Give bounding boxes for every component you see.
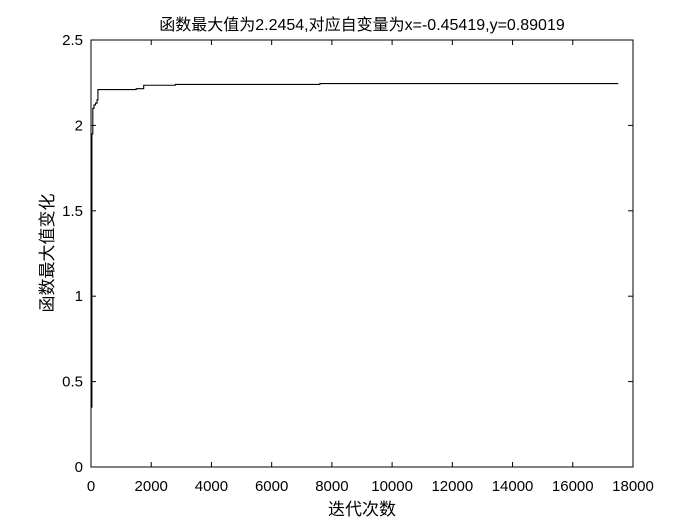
x-tick-label: 8000 xyxy=(315,478,348,495)
y-tick-label: 0.5 xyxy=(62,374,83,391)
x-tick-label: 0 xyxy=(87,478,95,495)
x-tick-label: 18000 xyxy=(612,478,654,495)
y-tick-label: 2 xyxy=(75,117,83,134)
y-tick-label: 1 xyxy=(75,288,83,305)
x-axis-label: 迭代次数 xyxy=(328,500,396,519)
x-tick-label: 4000 xyxy=(195,478,228,495)
y-tick-label: 2.5 xyxy=(62,32,83,49)
y-tick-label: 1.5 xyxy=(62,203,83,220)
x-tick-label: 16000 xyxy=(552,478,594,495)
plot-area xyxy=(91,40,633,467)
x-tick-label: 2000 xyxy=(135,478,168,495)
x-tick-label: 14000 xyxy=(492,478,534,495)
x-tick-label: 10000 xyxy=(371,478,413,495)
y-tick-label: 0 xyxy=(75,459,83,476)
y-axis-label: 函数最大值变化 xyxy=(38,194,57,313)
x-tick-label: 12000 xyxy=(431,478,473,495)
x-tick-label: 6000 xyxy=(255,478,288,495)
series-layer xyxy=(91,83,619,408)
axes-box xyxy=(90,39,634,468)
chart-title: 函数最大值为2.2454,对应自变量为x=-0.45419,y=0.89019 xyxy=(159,15,565,34)
ticks-layer: 0 2000 4000 6000 8000 10000 12000 14000 16000 180… xyxy=(62,32,654,495)
series-line xyxy=(91,83,619,408)
